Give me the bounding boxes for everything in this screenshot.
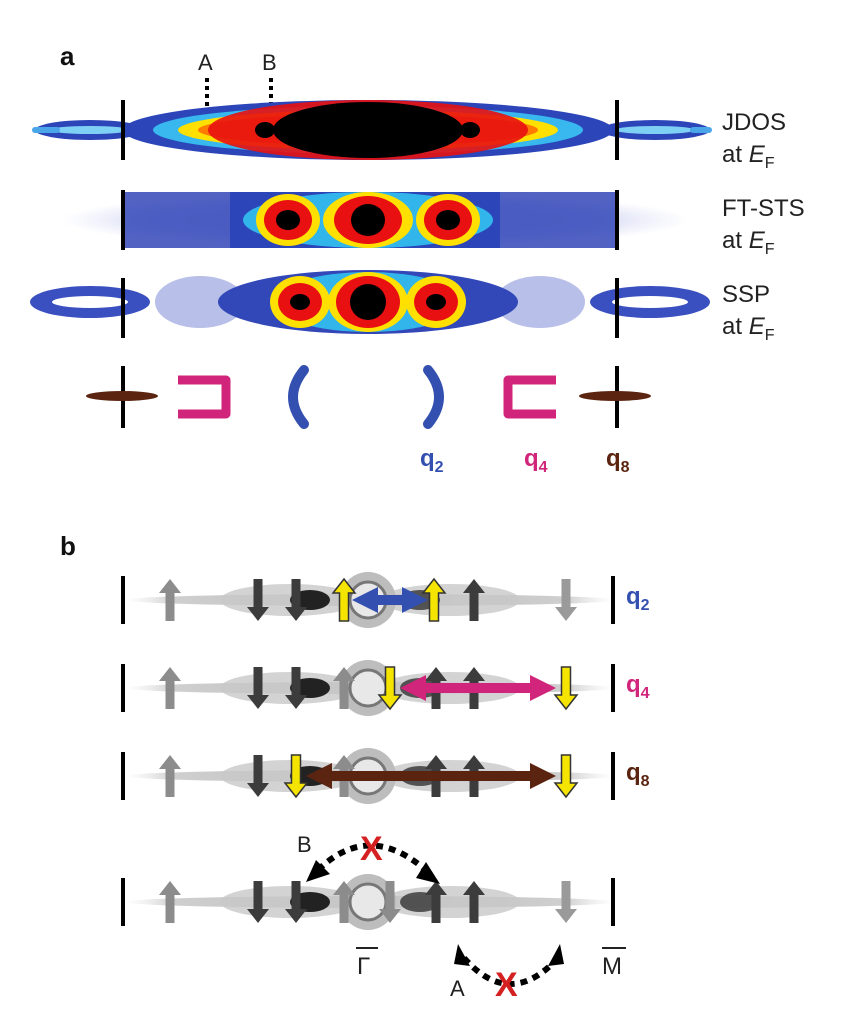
- panel-a-label: a: [60, 41, 75, 71]
- panel-b-label: b: [60, 531, 76, 561]
- row-label-jdos: JDOS at EF: [722, 109, 786, 172]
- m-text: M: [602, 953, 622, 980]
- q4-label-a: q4: [524, 445, 548, 476]
- spin-arrow-down: [247, 667, 269, 709]
- q2-arc-left: [288, 365, 309, 429]
- row-label-jdos-line2: at EF: [722, 141, 775, 172]
- spin-arrow-down-yellow: [553, 666, 579, 711]
- spin-arrow-up: [333, 667, 355, 709]
- forbidden-x-a: X: [495, 966, 518, 1004]
- forbidden-label-b: B: [297, 832, 312, 857]
- marker-b-label: B: [262, 50, 277, 75]
- row-label-ssp-line1: SSP: [722, 281, 770, 308]
- spin-arrow-up: [463, 579, 485, 621]
- schematic-row: [86, 365, 651, 429]
- spin-arrow-down: [285, 667, 307, 709]
- row-label-ftsts-line1: FT-STS: [722, 195, 805, 222]
- row-label-ssp: SSP at EF: [722, 281, 775, 344]
- row-label-jdos-line1: JDOS: [722, 109, 786, 136]
- forbidden-arc-a: X A: [450, 944, 564, 1004]
- spin-arrow-down: [247, 579, 269, 621]
- spin-arrow-up: [333, 881, 355, 923]
- row-label-ssp-line2: at EF: [722, 313, 775, 344]
- q4-scattering-arrow: [400, 675, 556, 701]
- q4-bracket-left: [178, 375, 231, 419]
- q2-arc-right: [423, 365, 444, 429]
- q8-label-b: q8: [626, 759, 650, 790]
- spin-arrow-down: [247, 881, 269, 923]
- spin-arrow-up-yellow: [331, 577, 357, 622]
- q8-ellipse-right: [579, 391, 651, 401]
- q2-scattering-arrow: [352, 587, 428, 613]
- spin-arrow-up: [425, 881, 447, 923]
- spin-arrow-down: [555, 881, 577, 923]
- forbidden-arc-b: X B: [297, 830, 440, 884]
- ftsts-map: [60, 192, 690, 248]
- spin-arrow-up-yellow: [421, 577, 447, 622]
- row-label-ftsts-line2: at EF: [722, 227, 775, 258]
- q2-label-a: q2: [420, 445, 444, 476]
- b-band-row-4: [121, 874, 615, 930]
- spin-arrow-down: [285, 881, 307, 923]
- spin-arrow-down-yellow: [283, 754, 309, 799]
- q8-label-a: q8: [606, 445, 630, 476]
- q2-label-b: q2: [626, 583, 650, 614]
- q4-bracket-right: [503, 375, 556, 419]
- gamma-text: Γ: [357, 953, 370, 980]
- spin-arrow-down: [555, 579, 577, 621]
- spin-arrow-up: [159, 579, 181, 621]
- spin-arrow-up: [159, 667, 181, 709]
- spin-arrow-up: [159, 755, 181, 797]
- m-label: M: [602, 947, 626, 980]
- spin-arrow-down: [285, 579, 307, 621]
- forbidden-x-b: X: [360, 830, 383, 868]
- q8-scattering-arrow: [306, 763, 556, 789]
- panel-b-rows: [121, 572, 615, 930]
- jdos-map: [32, 100, 712, 160]
- spin-arrow-down: [379, 881, 401, 923]
- marker-a-label: A: [198, 50, 213, 75]
- spin-arrow-down: [247, 755, 269, 797]
- spin-arrow-up: [463, 881, 485, 923]
- gamma-label: Γ: [356, 947, 378, 980]
- ssp-map: [30, 270, 710, 334]
- spin-arrow-down-yellow: [553, 754, 579, 799]
- forbidden-label-a: A: [450, 976, 465, 1001]
- q8-ellipse-left: [86, 391, 158, 401]
- spin-arrow-up: [159, 881, 181, 923]
- spin-arrow-down-yellow: [377, 666, 403, 711]
- row-label-ftsts: FT-STS at EF: [722, 195, 805, 258]
- q4-label-b: q4: [626, 671, 650, 702]
